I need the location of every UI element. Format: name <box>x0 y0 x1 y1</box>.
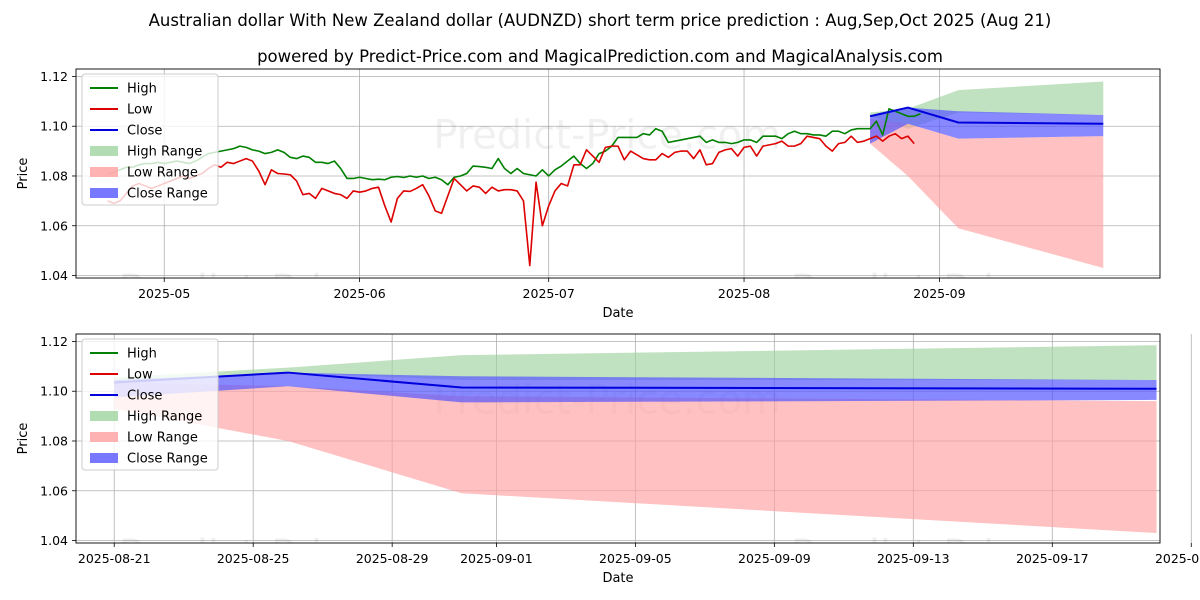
x-tick-label: 2025-09-01 <box>460 551 533 566</box>
y-axis-label: Price <box>16 158 31 190</box>
high-series-line <box>107 108 921 186</box>
history-chart: 1.04 1.06 1.08 1.10 1.12 2025-05 2025-06 2025-0… <box>16 68 1161 321</box>
x-tick-label: 2025-08 <box>718 286 770 301</box>
plot-area <box>107 81 1104 269</box>
low-series-line <box>107 132 915 267</box>
x-tick-label: 2025-08-25 <box>217 551 290 566</box>
y-tick-label: 1.12 <box>40 69 68 84</box>
legend-patch-swatch <box>90 188 118 198</box>
y-tick-label: 1.06 <box>40 483 68 498</box>
x-tick-label: 2025-09-21 <box>1155 551 1200 566</box>
plot-area <box>114 345 1157 534</box>
y-tick-label: 1.06 <box>40 218 68 233</box>
legend-label: High <box>127 347 157 362</box>
legend-label: Low <box>127 103 153 118</box>
x-tick-label: 2025-06 <box>333 286 385 301</box>
watermark-text: Predict-Price.com <box>791 267 1139 313</box>
low-range-band <box>870 118 1104 269</box>
x-tick-label: 2025-05 <box>138 286 190 301</box>
legend: High Low Close High Range Low Range Close Ran… <box>81 338 219 471</box>
y-axis-label: Price <box>16 423 31 455</box>
legend-label: Close <box>127 124 162 139</box>
axes-frame <box>75 68 1161 279</box>
x-tick-label: 2025-09-13 <box>877 551 950 566</box>
x-tick-label: 2025-09-17 <box>1016 551 1089 566</box>
x-tick-label: 2025-08-21 <box>78 551 151 566</box>
y-tick-label: 1.08 <box>40 433 68 448</box>
close-forecast-line <box>869 106 1104 125</box>
y-tick-label: 1.04 <box>40 533 68 548</box>
legend-label: Close Range <box>127 187 208 202</box>
chart-title: Australian dollar With New Zealand dolla… <box>149 11 1052 30</box>
x-tick-label: 2025-09 <box>913 286 965 301</box>
x-tick-label: 2025-07 <box>523 286 575 301</box>
legend: High Low Close High Range Low Range Close Ran… <box>81 73 219 206</box>
legend-label: High Range <box>127 410 202 425</box>
legend-patch-swatch <box>90 167 118 177</box>
y-tick-label: 1.10 <box>40 384 68 399</box>
legend-label: Close <box>127 389 162 404</box>
y-tick-label: 1.12 <box>40 334 68 349</box>
watermark-text: Predict-Price.com <box>791 532 1139 578</box>
legend-patch-swatch <box>90 146 118 156</box>
y-tick-label: 1.10 <box>40 119 68 134</box>
axes-frame <box>75 333 1161 544</box>
forecast-chart: 1.04 1.06 1.08 1.10 1.12 2025-08-21 2025-08-25… <box>16 333 1200 586</box>
low-range-band <box>114 382 1157 534</box>
legend-label: Low Range <box>127 431 198 446</box>
legend-patch-swatch <box>90 432 118 442</box>
legend-label: Low Range <box>127 166 198 181</box>
high-range-band <box>114 345 1157 383</box>
y-tick-label: 1.08 <box>40 168 68 183</box>
legend-label: High <box>127 82 157 97</box>
x-tick-label: 2025-09-05 <box>599 551 672 566</box>
legend-patch-swatch <box>90 411 118 421</box>
chart-subtitle: powered by Predict-Price.com and Magical… <box>257 47 943 66</box>
x-tick-label: 2025-08-29 <box>356 551 429 566</box>
legend-patch-swatch <box>90 453 118 463</box>
watermark-text: Predict-Price.com <box>433 112 781 158</box>
legend-label: Close Range <box>127 452 208 467</box>
x-tick-label: 2025-09-09 <box>738 551 811 566</box>
close-range-band <box>870 107 1104 144</box>
legend-label: Low <box>127 368 153 383</box>
watermark-text: Predict-Price.com <box>119 532 467 578</box>
x-axis-label: Date <box>602 571 633 586</box>
y-tick-label: 1.04 <box>40 268 68 283</box>
watermark-text: Predict-Price.com <box>119 267 467 313</box>
x-axis-label: Date <box>602 306 633 321</box>
legend-label: High Range <box>127 145 202 160</box>
